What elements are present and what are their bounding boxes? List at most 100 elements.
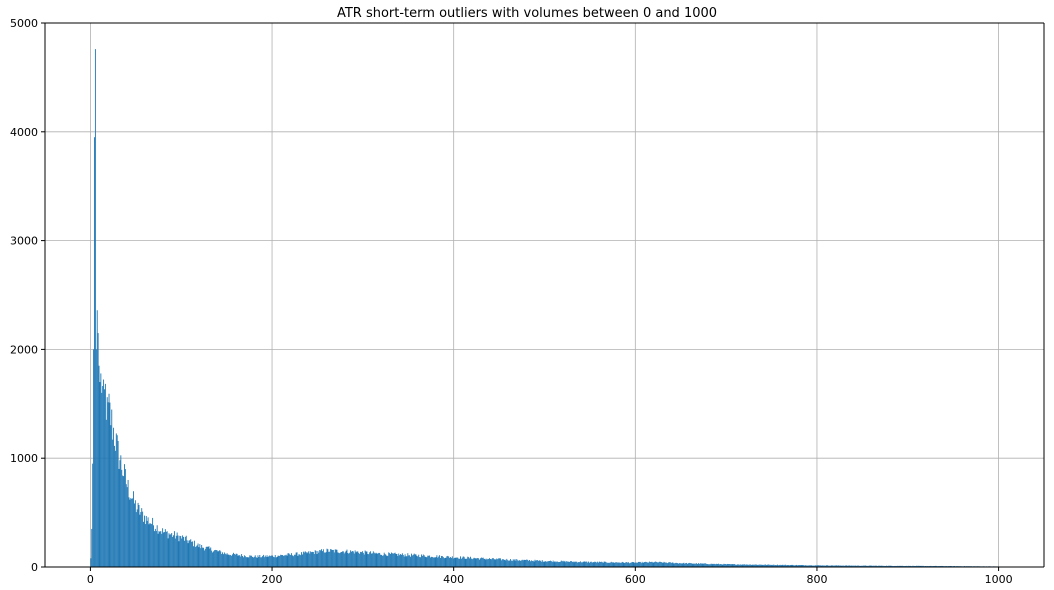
histogram-bar xyxy=(700,563,702,567)
histogram-bar xyxy=(879,565,881,567)
histogram-bar xyxy=(168,533,170,567)
histogram-bar xyxy=(726,564,728,567)
histogram-bar xyxy=(469,558,471,567)
histogram-bar xyxy=(233,553,235,567)
histogram-bar xyxy=(731,564,733,567)
histogram-bar xyxy=(571,561,573,567)
histogram-bar xyxy=(629,562,631,567)
histogram-bar xyxy=(397,555,399,567)
histogram-bar xyxy=(776,564,778,567)
histogram-bar xyxy=(886,565,888,567)
histogram-bar xyxy=(352,551,354,567)
histogram-bar xyxy=(682,563,684,567)
histogram-bar xyxy=(283,555,285,567)
histogram-bar xyxy=(628,563,630,567)
histogram-bar xyxy=(313,554,315,567)
histogram-bar xyxy=(143,521,144,567)
histogram-bar xyxy=(715,564,717,567)
histogram-bar xyxy=(260,557,262,567)
histogram-bar xyxy=(356,551,358,567)
histogram-bar xyxy=(680,563,682,567)
histogram-bar xyxy=(671,562,673,567)
histogram-bar xyxy=(439,555,441,567)
histogram-bar xyxy=(759,564,761,567)
histogram-bar xyxy=(329,551,331,567)
histogram-bar xyxy=(455,557,457,567)
histogram-bar xyxy=(909,565,911,567)
histogram-bar xyxy=(822,565,824,567)
histogram-bar xyxy=(525,559,527,567)
histogram-bar xyxy=(430,557,431,567)
histogram-bar xyxy=(269,555,271,567)
histogram-bar xyxy=(95,349,97,567)
axes xyxy=(44,22,1045,568)
histogram-bar xyxy=(158,531,160,567)
histogram-bar xyxy=(218,550,220,567)
histogram-bar xyxy=(753,564,755,567)
histogram-bar xyxy=(204,548,206,567)
histogram-bar xyxy=(793,565,795,567)
histogram-bar xyxy=(542,561,544,567)
histogram-bar xyxy=(553,562,555,567)
histogram-bar xyxy=(859,565,861,567)
histogram-bar xyxy=(501,559,503,567)
histogram-bar xyxy=(240,556,242,567)
histogram-bar xyxy=(925,565,926,567)
histogram-bar xyxy=(648,562,649,567)
histogram-bar xyxy=(668,562,670,567)
histogram-bar xyxy=(328,551,330,567)
histogram-bar xyxy=(100,373,102,567)
histogram-bar xyxy=(668,562,669,567)
histogram-bar xyxy=(453,557,455,567)
histogram-bar xyxy=(220,551,222,567)
histogram-bar xyxy=(717,563,718,567)
histogram-bar xyxy=(615,562,617,567)
histogram-bar xyxy=(806,565,807,567)
histogram-bar xyxy=(137,502,139,567)
histogram-bar xyxy=(608,562,610,567)
histogram-bar xyxy=(249,555,251,567)
histogram-bar xyxy=(626,562,628,567)
histogram-bar xyxy=(604,561,606,567)
histogram-bar xyxy=(121,469,123,567)
histogram-bar xyxy=(588,561,590,567)
histogram-bar xyxy=(875,565,876,567)
histogram-bar xyxy=(223,554,224,567)
histogram-bar xyxy=(490,559,492,567)
histogram-bar xyxy=(320,550,322,567)
histogram-bar xyxy=(412,554,414,567)
histogram-bar xyxy=(285,554,287,567)
histogram-bar xyxy=(773,564,775,567)
histogram-bar xyxy=(343,553,345,567)
histogram-bar xyxy=(707,564,709,567)
histogram-bar xyxy=(575,561,577,567)
histogram-bar xyxy=(364,550,366,567)
histogram-bar xyxy=(413,553,415,567)
histogram-bar xyxy=(391,552,392,567)
histogram-bar xyxy=(117,440,119,567)
histogram-bar xyxy=(94,137,95,568)
histogram-bar xyxy=(305,552,307,567)
histogram-bar xyxy=(243,555,245,567)
histogram-bar xyxy=(217,551,219,567)
histogram-bar xyxy=(594,561,596,567)
histogram-bar xyxy=(843,565,845,567)
histogram-bar xyxy=(404,554,406,567)
histogram-bar xyxy=(636,562,638,567)
histogram-bar xyxy=(474,558,476,567)
histogram-bar xyxy=(282,555,284,567)
histogram-bar xyxy=(716,563,718,567)
histogram-bar xyxy=(446,556,448,567)
histogram-bar xyxy=(539,560,541,567)
histogram-bar xyxy=(798,565,800,567)
histogram-bar xyxy=(830,565,832,567)
histogram-bar xyxy=(441,556,443,567)
histogram-bar xyxy=(723,563,725,567)
histogram-bar xyxy=(851,565,853,567)
histogram-bar xyxy=(90,558,92,567)
histogram-bar xyxy=(802,564,804,567)
histogram-bar xyxy=(950,565,952,567)
histogram-bar xyxy=(454,557,456,567)
histogram-bar xyxy=(863,565,865,567)
histogram-bar xyxy=(579,561,581,567)
